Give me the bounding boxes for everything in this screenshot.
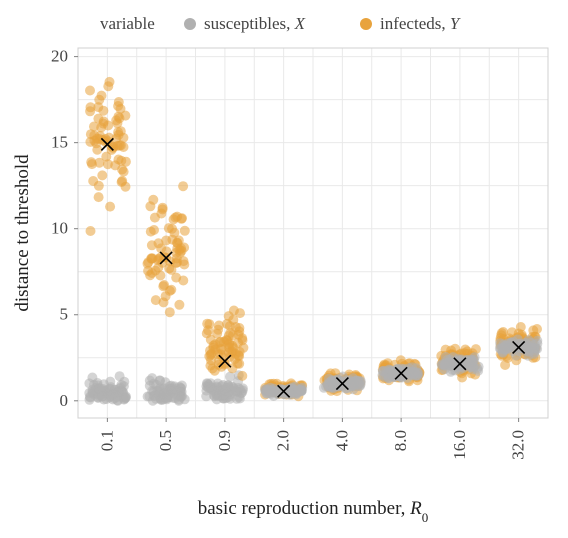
data-point bbox=[229, 306, 239, 316]
data-point bbox=[86, 102, 96, 112]
data-point bbox=[97, 392, 107, 402]
data-point bbox=[235, 347, 245, 357]
data-point bbox=[450, 344, 460, 354]
data-point bbox=[225, 321, 235, 331]
y-tick-label: 20 bbox=[51, 47, 68, 66]
data-point bbox=[261, 388, 271, 398]
data-point bbox=[214, 321, 224, 331]
data-point bbox=[411, 369, 421, 379]
chart-svg: 0 5 10 15 20 distance to threshold 0.1 0.5 0.9 2.… bbox=[0, 0, 568, 538]
data-point bbox=[165, 307, 175, 317]
x-tick-label: 0.9 bbox=[215, 430, 234, 451]
legend-label: susceptibles, X bbox=[204, 14, 306, 33]
y-tick-label: 15 bbox=[51, 133, 68, 152]
data-point bbox=[95, 134, 105, 144]
data-point bbox=[158, 203, 168, 213]
legend-marker bbox=[360, 18, 372, 30]
y-tick-label: 5 bbox=[60, 305, 69, 324]
data-point bbox=[500, 360, 510, 370]
data-point bbox=[118, 133, 128, 143]
x-tick-label: 4.0 bbox=[332, 430, 351, 451]
data-point bbox=[155, 271, 165, 281]
data-point bbox=[205, 382, 215, 392]
data-point bbox=[148, 195, 158, 205]
data-point bbox=[466, 362, 476, 372]
data-point bbox=[527, 343, 537, 353]
data-point bbox=[104, 133, 114, 143]
data-point bbox=[150, 213, 160, 223]
data-point bbox=[180, 226, 190, 236]
legend: variable susceptibles, X infecteds, Y bbox=[100, 14, 461, 33]
legend-title: variable bbox=[100, 14, 155, 33]
data-point bbox=[179, 256, 189, 266]
data-point bbox=[110, 160, 120, 170]
data-point bbox=[201, 391, 211, 401]
scatter-chart: { "chart": { "type": "scatter", "width":… bbox=[0, 0, 568, 538]
x-tick-label: 2.0 bbox=[274, 430, 293, 451]
data-point bbox=[206, 355, 216, 365]
x-tick-label: 0.5 bbox=[156, 430, 175, 451]
data-point bbox=[143, 257, 153, 267]
data-point bbox=[94, 192, 104, 202]
data-point bbox=[110, 393, 120, 403]
data-point bbox=[86, 226, 96, 236]
data-point bbox=[94, 181, 104, 191]
data-point bbox=[203, 325, 213, 335]
data-point bbox=[219, 390, 229, 400]
data-point bbox=[446, 367, 456, 377]
data-point bbox=[170, 213, 180, 223]
x-tick-label: 16.0 bbox=[450, 430, 469, 460]
data-point bbox=[116, 104, 126, 114]
data-point bbox=[178, 181, 188, 191]
data-point bbox=[147, 268, 157, 278]
data-point bbox=[208, 341, 218, 351]
x-tick-label: 8.0 bbox=[391, 430, 410, 451]
data-point bbox=[159, 297, 169, 307]
x-axis: 0.1 0.5 0.9 2.0 4.0 8.0 16.0 32.0 bbox=[97, 418, 527, 460]
x-axis-label: basic reproduction number, R0 bbox=[198, 498, 429, 525]
y-axis: 0 5 10 15 20 bbox=[51, 47, 78, 410]
data-point bbox=[105, 202, 115, 212]
y-tick-label: 0 bbox=[60, 391, 69, 410]
data-point bbox=[94, 95, 104, 105]
data-point bbox=[234, 330, 244, 340]
x-tick-label: 32.0 bbox=[509, 430, 528, 460]
data-point bbox=[115, 113, 125, 123]
y-axis-label: distance to threshold bbox=[12, 154, 33, 312]
legend-label: infecteds, Y bbox=[380, 14, 461, 33]
y-tick-label: 10 bbox=[51, 219, 68, 238]
data-point bbox=[166, 285, 176, 295]
data-point bbox=[115, 371, 125, 381]
data-point bbox=[177, 246, 187, 256]
data-point bbox=[174, 300, 184, 310]
data-point bbox=[237, 371, 247, 381]
data-point bbox=[319, 383, 329, 393]
data-point bbox=[97, 170, 107, 180]
data-point bbox=[166, 386, 176, 396]
data-point bbox=[224, 331, 234, 341]
data-point bbox=[233, 359, 243, 369]
data-point bbox=[166, 265, 176, 275]
data-point bbox=[107, 145, 117, 155]
data-point bbox=[295, 385, 305, 395]
data-point bbox=[86, 157, 96, 167]
x-tick-label: 0.1 bbox=[97, 430, 116, 451]
data-point bbox=[117, 176, 127, 186]
data-point bbox=[508, 346, 518, 356]
data-point bbox=[147, 240, 157, 250]
data-point bbox=[117, 386, 127, 396]
data-point bbox=[161, 236, 171, 246]
data-point bbox=[146, 227, 156, 237]
data-point bbox=[103, 81, 113, 91]
data-point bbox=[233, 383, 243, 393]
data-point bbox=[98, 106, 108, 116]
data-point bbox=[532, 324, 542, 334]
data-point bbox=[164, 223, 174, 233]
data-point bbox=[96, 123, 106, 133]
data-point bbox=[444, 357, 454, 367]
data-point bbox=[85, 86, 95, 96]
legend-marker bbox=[184, 18, 196, 30]
